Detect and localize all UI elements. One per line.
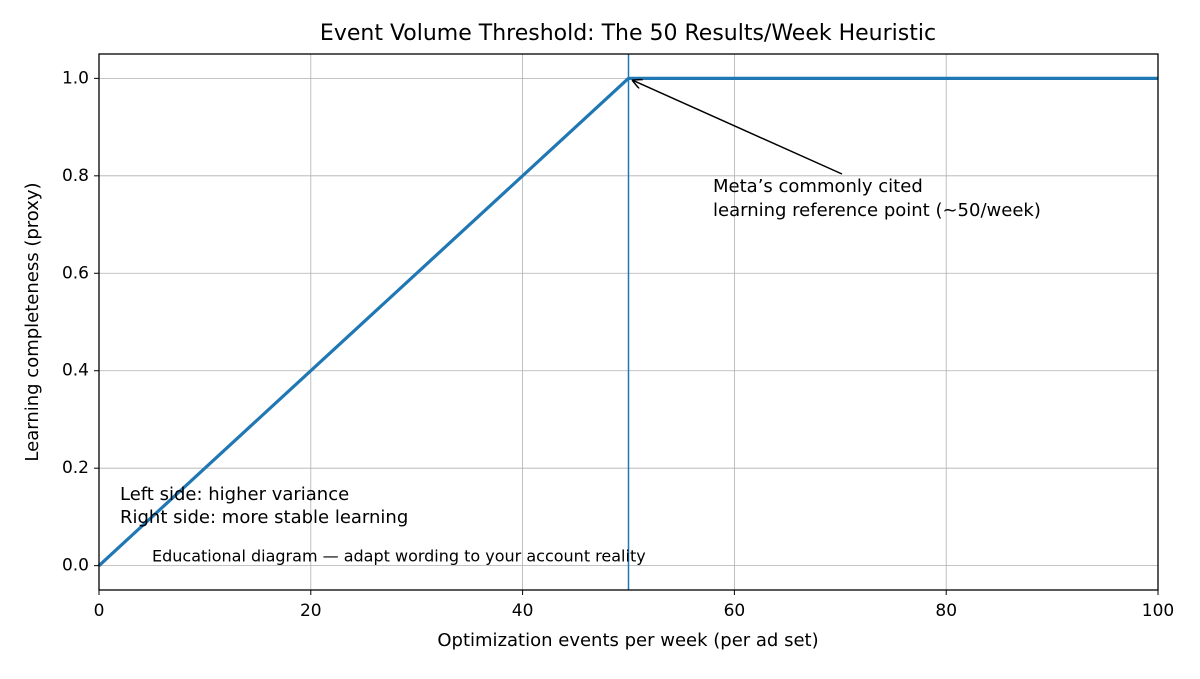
side-note: Left side: higher variance [120,484,349,505]
plot-frame [98,53,1159,591]
data-line [97,76,1158,567]
x-tick-label: 40 [512,601,534,621]
y-tick-label: 0.8 [62,166,89,186]
side-note: Right side: more stable learning [120,507,408,528]
chart-title: Event Volume Threshold: The 50 Results/W… [320,21,936,46]
x-tick-label: 60 [724,601,746,621]
annotation-text: learning reference point (~50/week) [713,200,1041,221]
y-tick-label: 1.0 [62,68,89,88]
y-tick-label: 0.4 [62,361,89,381]
annotation-arrow [632,80,843,175]
x-tick-label: 80 [935,601,957,621]
x-tick-label: 100 [1142,601,1174,621]
plot [97,54,1158,590]
x-tick-label: 20 [300,601,322,621]
annotation-text: Meta’s commonly cited [713,176,923,197]
x-tick-label: 0 [94,601,105,621]
y-tick-label: 0.6 [62,263,89,283]
footnote: Educational diagram — adapt wording to y… [152,547,646,566]
labels: 0 20 40 60 80 100 0.0 0.2 0.4 0.6 0.8 1.0 Meta’s com… [62,68,1174,621]
y-tick-label: 0.2 [62,458,89,478]
y-tick-label: 0.0 [62,556,89,576]
x-axis-label: Optimization events per week (per ad set… [437,630,818,651]
y-axis-label: Learning completeness (proxy) [22,182,43,461]
